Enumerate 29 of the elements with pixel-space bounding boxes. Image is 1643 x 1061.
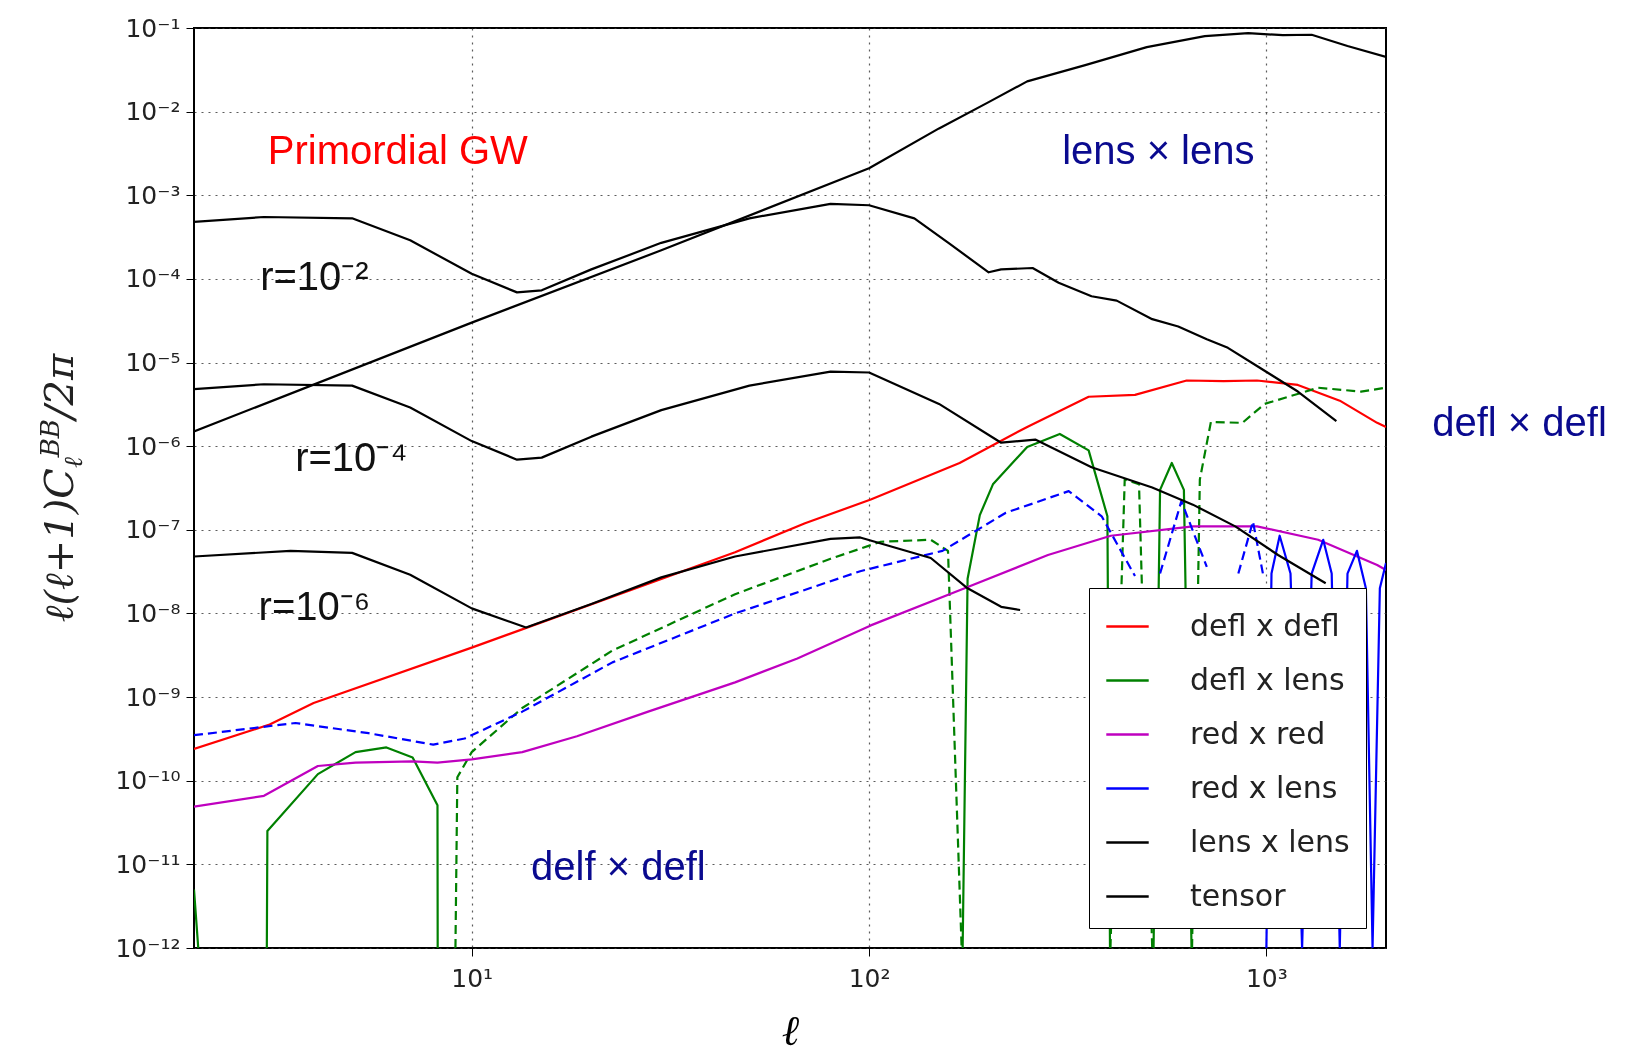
x-tick-label: 10¹	[451, 963, 494, 993]
y-tick-label: 10⁻¹²	[115, 933, 181, 963]
legend-label: lens x lens	[1190, 823, 1350, 859]
annotation: r=10⁻⁴	[295, 434, 408, 479]
annotation: r=10⁻²	[260, 254, 369, 299]
annotation: Primordial GW	[267, 128, 529, 173]
y-tick-label: 10⁻³	[125, 180, 181, 210]
legend-label: defl x lens	[1190, 661, 1345, 697]
x-tick-label: 10³	[1245, 963, 1288, 993]
text: defl × defl	[1432, 399, 1607, 444]
y-tick-label: 10⁻⁷	[125, 515, 181, 545]
y-tick-label: 10⁻⁴	[125, 264, 181, 294]
x-tick-label: 10²	[848, 963, 891, 993]
x-axis-title: ℓ	[781, 1005, 800, 1055]
legend-label: tensor	[1190, 877, 1287, 913]
y-tick-label: 10⁻⁶	[125, 431, 181, 461]
legend-label: red x red	[1190, 715, 1326, 751]
legend-label: defl x defl	[1190, 607, 1340, 643]
legend-label: red x lens	[1190, 769, 1338, 805]
annotation: r=10⁻⁶	[258, 583, 371, 628]
y-tick-label: 10⁻⁵	[125, 348, 181, 378]
y-tick-label: 10⁻¹	[125, 13, 181, 43]
y-tick-label: 10⁻¹¹	[115, 849, 181, 879]
y-tick-label: 10⁻²	[125, 97, 181, 127]
y-tick-label: 10⁻⁹	[125, 682, 181, 712]
y-tick-label: 10⁻⁸	[125, 598, 181, 628]
y-tick-label: 10⁻¹⁰	[115, 766, 181, 796]
annotation: lens × lens	[1062, 128, 1255, 173]
annotation: delf × defl	[531, 843, 706, 888]
